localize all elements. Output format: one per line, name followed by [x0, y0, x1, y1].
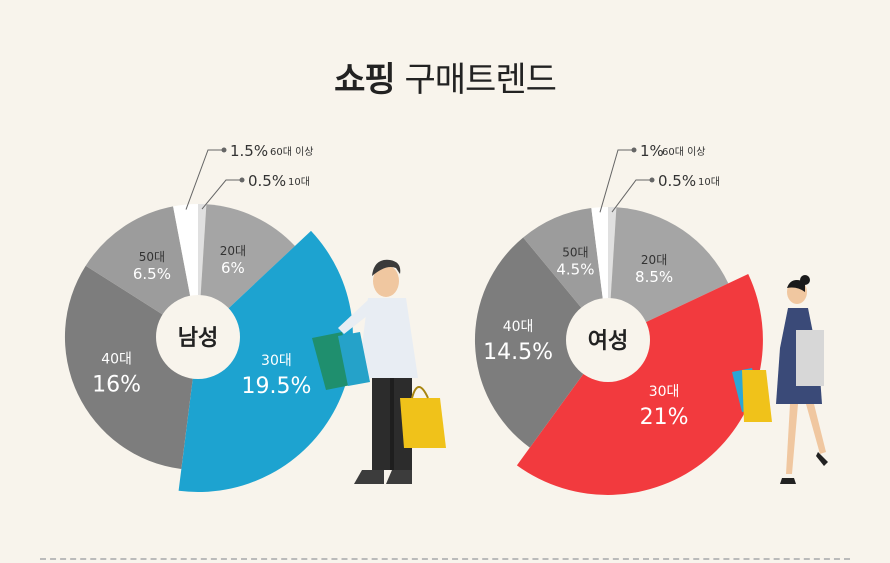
callout-age: 10대: [288, 176, 310, 188]
callout-age: 10대: [698, 176, 720, 188]
male-shopper-illustration: [312, 259, 446, 484]
pie-slice-30s: [178, 230, 354, 493]
slice-age-label: 30대: [649, 384, 680, 400]
callout-dot: [649, 177, 655, 183]
slice-value-label: 4.5%: [556, 261, 594, 279]
title-bold: 쇼핑: [334, 60, 396, 100]
pie-slice-30s: [516, 274, 763, 495]
pie-slice-50s: [85, 206, 198, 337]
page-title: 쇼핑 구매트렌드: [0, 52, 890, 101]
pie-center-label: 여성: [588, 329, 628, 354]
callout-dot: [239, 177, 245, 183]
pie-center-circle: [156, 295, 240, 379]
slice-age-label: 40대: [503, 319, 534, 335]
slice-value-label: 6.5%: [133, 265, 171, 283]
bottom-divider: [40, 558, 850, 560]
callout-dot: [631, 147, 637, 153]
callout-age: 60대 이상: [270, 146, 314, 158]
slice-age-label: 30대: [261, 353, 292, 369]
callout-line: [611, 179, 652, 213]
callout-value: 1%: [640, 142, 664, 160]
callout-value: 0.5%: [658, 172, 696, 190]
slice-value-label: 19.5%: [241, 374, 311, 399]
slice-value-label: 6%: [221, 259, 245, 277]
title-light: 구매트렌드: [404, 60, 556, 100]
slice-age-label: 20대: [220, 244, 246, 258]
slice-value-label: 14.5%: [483, 340, 553, 365]
slice-value-label: 8.5%: [635, 268, 673, 286]
callout-dot: [221, 147, 227, 153]
slice-age-label: 20대: [641, 253, 667, 267]
female-shopper-illustration: [732, 275, 828, 484]
pie-slice-20s: [608, 207, 729, 340]
callout-line: [185, 149, 224, 210]
callout-line: [599, 149, 634, 213]
pie-center-label: 남성: [178, 326, 218, 351]
callout-value: 0.5%: [248, 172, 286, 190]
slice-age-label: 40대: [101, 351, 132, 367]
slice-age-label: 50대: [562, 246, 588, 260]
slice-value-label: 16%: [92, 372, 141, 397]
callout-age: 60대 이상: [662, 146, 706, 158]
slice-age-label: 50대: [139, 250, 165, 264]
slice-value-label: 21%: [640, 405, 689, 430]
pie-slice-40s: [474, 237, 608, 448]
pie-center-circle: [566, 298, 650, 382]
callout-line: [201, 179, 242, 210]
callout-value: 1.5%: [230, 142, 268, 160]
